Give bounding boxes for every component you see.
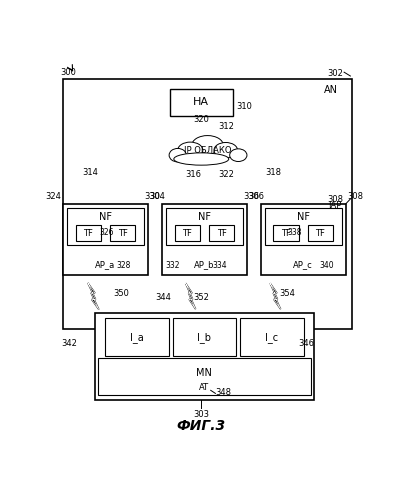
- Bar: [98, 358, 311, 395]
- Text: 342: 342: [62, 339, 77, 348]
- Text: 314: 314: [82, 168, 98, 177]
- Bar: [209, 225, 234, 242]
- Text: 326: 326: [99, 228, 114, 237]
- Text: NF: NF: [99, 213, 112, 223]
- Text: MN: MN: [196, 368, 212, 378]
- Text: HA: HA: [193, 97, 209, 107]
- Text: 318: 318: [266, 168, 281, 177]
- Ellipse shape: [192, 136, 223, 155]
- Text: TF: TF: [118, 229, 128, 238]
- Text: TF: TF: [315, 229, 325, 238]
- Bar: [175, 225, 200, 242]
- Ellipse shape: [230, 149, 247, 162]
- Bar: [76, 225, 101, 242]
- Bar: [162, 204, 247, 275]
- Text: IAP: IAP: [328, 201, 342, 210]
- Text: 302: 302: [327, 69, 343, 78]
- Text: 350: 350: [113, 289, 129, 298]
- Bar: [67, 208, 144, 245]
- Text: 346: 346: [298, 339, 315, 348]
- Text: 316: 316: [185, 170, 202, 179]
- Ellipse shape: [174, 153, 229, 165]
- Text: 330: 330: [145, 192, 160, 201]
- Text: 348: 348: [215, 388, 231, 397]
- Polygon shape: [88, 283, 99, 309]
- Text: 338: 338: [288, 228, 302, 237]
- Bar: [240, 318, 304, 356]
- Text: TF: TF: [281, 229, 291, 238]
- Text: IP ОБЛАКО: IP ОБЛАКО: [184, 146, 231, 155]
- Bar: [265, 208, 342, 245]
- Text: 352: 352: [194, 293, 209, 302]
- Text: AP_a: AP_a: [96, 260, 116, 269]
- Bar: [308, 225, 333, 242]
- Text: I_b: I_b: [197, 332, 211, 342]
- Bar: [63, 204, 148, 275]
- Bar: [173, 318, 237, 356]
- Text: 354: 354: [280, 289, 296, 298]
- Bar: [94, 313, 314, 400]
- Text: 306: 306: [248, 192, 264, 201]
- Text: I_c: I_c: [265, 332, 279, 342]
- Text: 332: 332: [165, 261, 180, 270]
- Text: 308: 308: [347, 192, 363, 201]
- Bar: [110, 225, 135, 242]
- Text: 328: 328: [117, 261, 131, 270]
- Ellipse shape: [214, 143, 238, 158]
- Bar: [273, 225, 299, 242]
- Text: TF: TF: [83, 229, 94, 238]
- Bar: [170, 89, 232, 116]
- Polygon shape: [270, 283, 281, 309]
- Text: 344: 344: [156, 293, 171, 302]
- Text: AN: AN: [324, 85, 338, 95]
- Text: 308: 308: [327, 195, 343, 204]
- Text: AP_b: AP_b: [194, 260, 215, 269]
- Polygon shape: [185, 283, 196, 309]
- Text: 334: 334: [212, 261, 227, 270]
- Text: 320: 320: [194, 115, 209, 124]
- Text: 304: 304: [149, 192, 165, 201]
- Text: AP_c: AP_c: [293, 260, 313, 269]
- Bar: [166, 208, 243, 245]
- Text: I_a: I_a: [130, 332, 144, 342]
- Bar: [261, 204, 346, 275]
- Text: TF: TF: [182, 229, 192, 238]
- Text: 300: 300: [60, 68, 76, 77]
- Text: 310: 310: [236, 102, 252, 111]
- Ellipse shape: [169, 148, 186, 162]
- Ellipse shape: [178, 142, 203, 158]
- Bar: [105, 318, 169, 356]
- Text: TF: TF: [217, 229, 226, 238]
- Text: 312: 312: [219, 122, 234, 131]
- Text: 340: 340: [319, 261, 334, 270]
- Text: NF: NF: [198, 213, 211, 223]
- Text: NF: NF: [297, 213, 310, 223]
- Text: 322: 322: [219, 170, 234, 179]
- Text: ФИГ.3: ФИГ.3: [177, 419, 226, 433]
- Bar: [63, 79, 352, 329]
- Text: 324: 324: [46, 192, 62, 201]
- Text: 336: 336: [243, 192, 259, 201]
- Text: 303: 303: [193, 410, 209, 419]
- Text: AT: AT: [199, 383, 209, 392]
